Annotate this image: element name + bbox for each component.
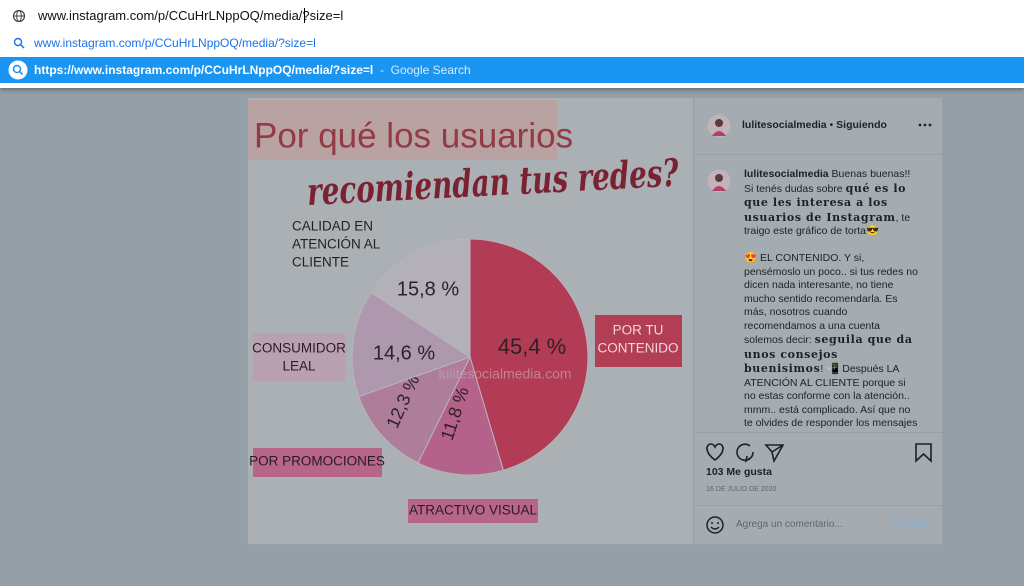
author[interactable]: lulitesocialmedia (742, 119, 827, 131)
label-box (595, 315, 682, 367)
caption: lulitesocialmedia Buenas buenas!! Si ten… (744, 168, 920, 430)
comment-button[interactable] (736, 443, 754, 463)
date: 16 DE JULIO DE 2020 (706, 486, 777, 493)
divider (694, 432, 943, 433)
search-icon (13, 37, 25, 49)
slice-value: 45,4 % (498, 334, 567, 359)
caption-author[interactable]: lulitesocialmedia (744, 168, 829, 180)
post-image: Por qué los usuarios recomiendan tus red… (248, 98, 693, 544)
suggestion-url: https://www.instagram.com/p/CCuHrLNppOQ/… (34, 63, 374, 77)
more-menu[interactable] (918, 123, 932, 127)
caption-paragraph: lulitesocialmedia Buenas buenas!! Si ten… (744, 168, 920, 239)
comment-input[interactable]: Agrega un comentario... (736, 519, 843, 530)
save-button[interactable] (915, 443, 932, 463)
slice-label: POR PROMOCIONES (249, 454, 385, 469)
separator: - (379, 63, 384, 77)
likes[interactable]: 103 Me gusta (706, 466, 772, 478)
dot: • (829, 119, 834, 131)
post-header (694, 97, 943, 155)
caption-text: 😍 EL CONTENIDO. Y si, pensémoslo un poco… (744, 252, 918, 346)
slice-label: CONSUMIDOR (252, 341, 346, 356)
watermark: lulitesocialmedia.com (438, 366, 571, 382)
slice-label: ATENCIÓN AL (292, 237, 381, 252)
suggestion-source: Google Search (390, 63, 471, 77)
image-title: Por qué los usuarios (254, 116, 573, 155)
pie-slice (370, 238, 471, 358)
avatar[interactable] (707, 169, 731, 193)
action-bar (706, 443, 932, 463)
slice-value: 15,8 % (397, 278, 459, 300)
pie-slice (358, 356, 471, 464)
share-button[interactable] (764, 444, 785, 463)
suggestion-selected[interactable]: https://www.instagram.com/p/CCuHrLNppOQ/… (0, 57, 1024, 83)
caption-paragraph: 😍 EL CONTENIDO. Y si, pensémoslo un poco… (744, 252, 920, 430)
caption-text: ! 📲 Después LA ATENCIÓN AL CLIENTE porqu… (744, 363, 918, 429)
slice-label: CALIDAD EN (292, 219, 373, 234)
cursor (304, 8, 305, 23)
follow-status[interactable]: Siguiendo (836, 119, 887, 131)
slice-label: POR TU (613, 323, 664, 338)
search-icon (8, 60, 28, 80)
title-box (248, 100, 557, 160)
caption-text: qué es lo que les interesa a los usuario… (744, 181, 907, 224)
caption-text: seguila que da unos consejos buenisimos (744, 333, 913, 375)
slice-label: CONTENIDO (598, 341, 679, 356)
omnibox-panel: www.instagram.com/p/CCuHrLNppOQ/media/?s… (0, 0, 1024, 88)
post-sidebar: lulitesocialmedia • Siguiendo lulitesoci… (693, 97, 943, 545)
suggestion[interactable]: www.instagram.com/p/CCuHrLNppOQ/media/?s… (34, 36, 316, 50)
like-button[interactable] (706, 443, 724, 461)
suggestion-row: https://www.instagram.com/p/CCuHrLNppOQ/… (34, 63, 471, 77)
omnibox-input[interactable]: www.instagram.com/p/CCuHrLNppOQ/media/?s… (38, 8, 344, 23)
divider (694, 505, 943, 506)
label-box (253, 333, 346, 381)
slice-label: ATRACTIVO VISUAL (409, 503, 538, 518)
label-box (253, 448, 382, 477)
pie-slice (469, 238, 589, 471)
slice-label: LEAL (282, 359, 316, 374)
emoji-button[interactable] (705, 515, 725, 535)
slice-label: CLIENTE (292, 255, 349, 270)
header-row: lulitesocialmedia • Siguiendo (742, 119, 887, 131)
caption-text: Buenas buenas!! Si tenés dudas sobre (744, 168, 911, 195)
label-box (408, 499, 538, 523)
pie-slice (417, 355, 504, 476)
avatar[interactable] (707, 114, 731, 138)
publish-button[interactable]: Publicar (893, 519, 930, 530)
globe-icon (12, 9, 26, 23)
caption-text: , te traigo este gráfico de torta😎 (744, 211, 911, 238)
pie-slice (351, 291, 472, 398)
slice-value: 14,6 % (373, 342, 435, 364)
